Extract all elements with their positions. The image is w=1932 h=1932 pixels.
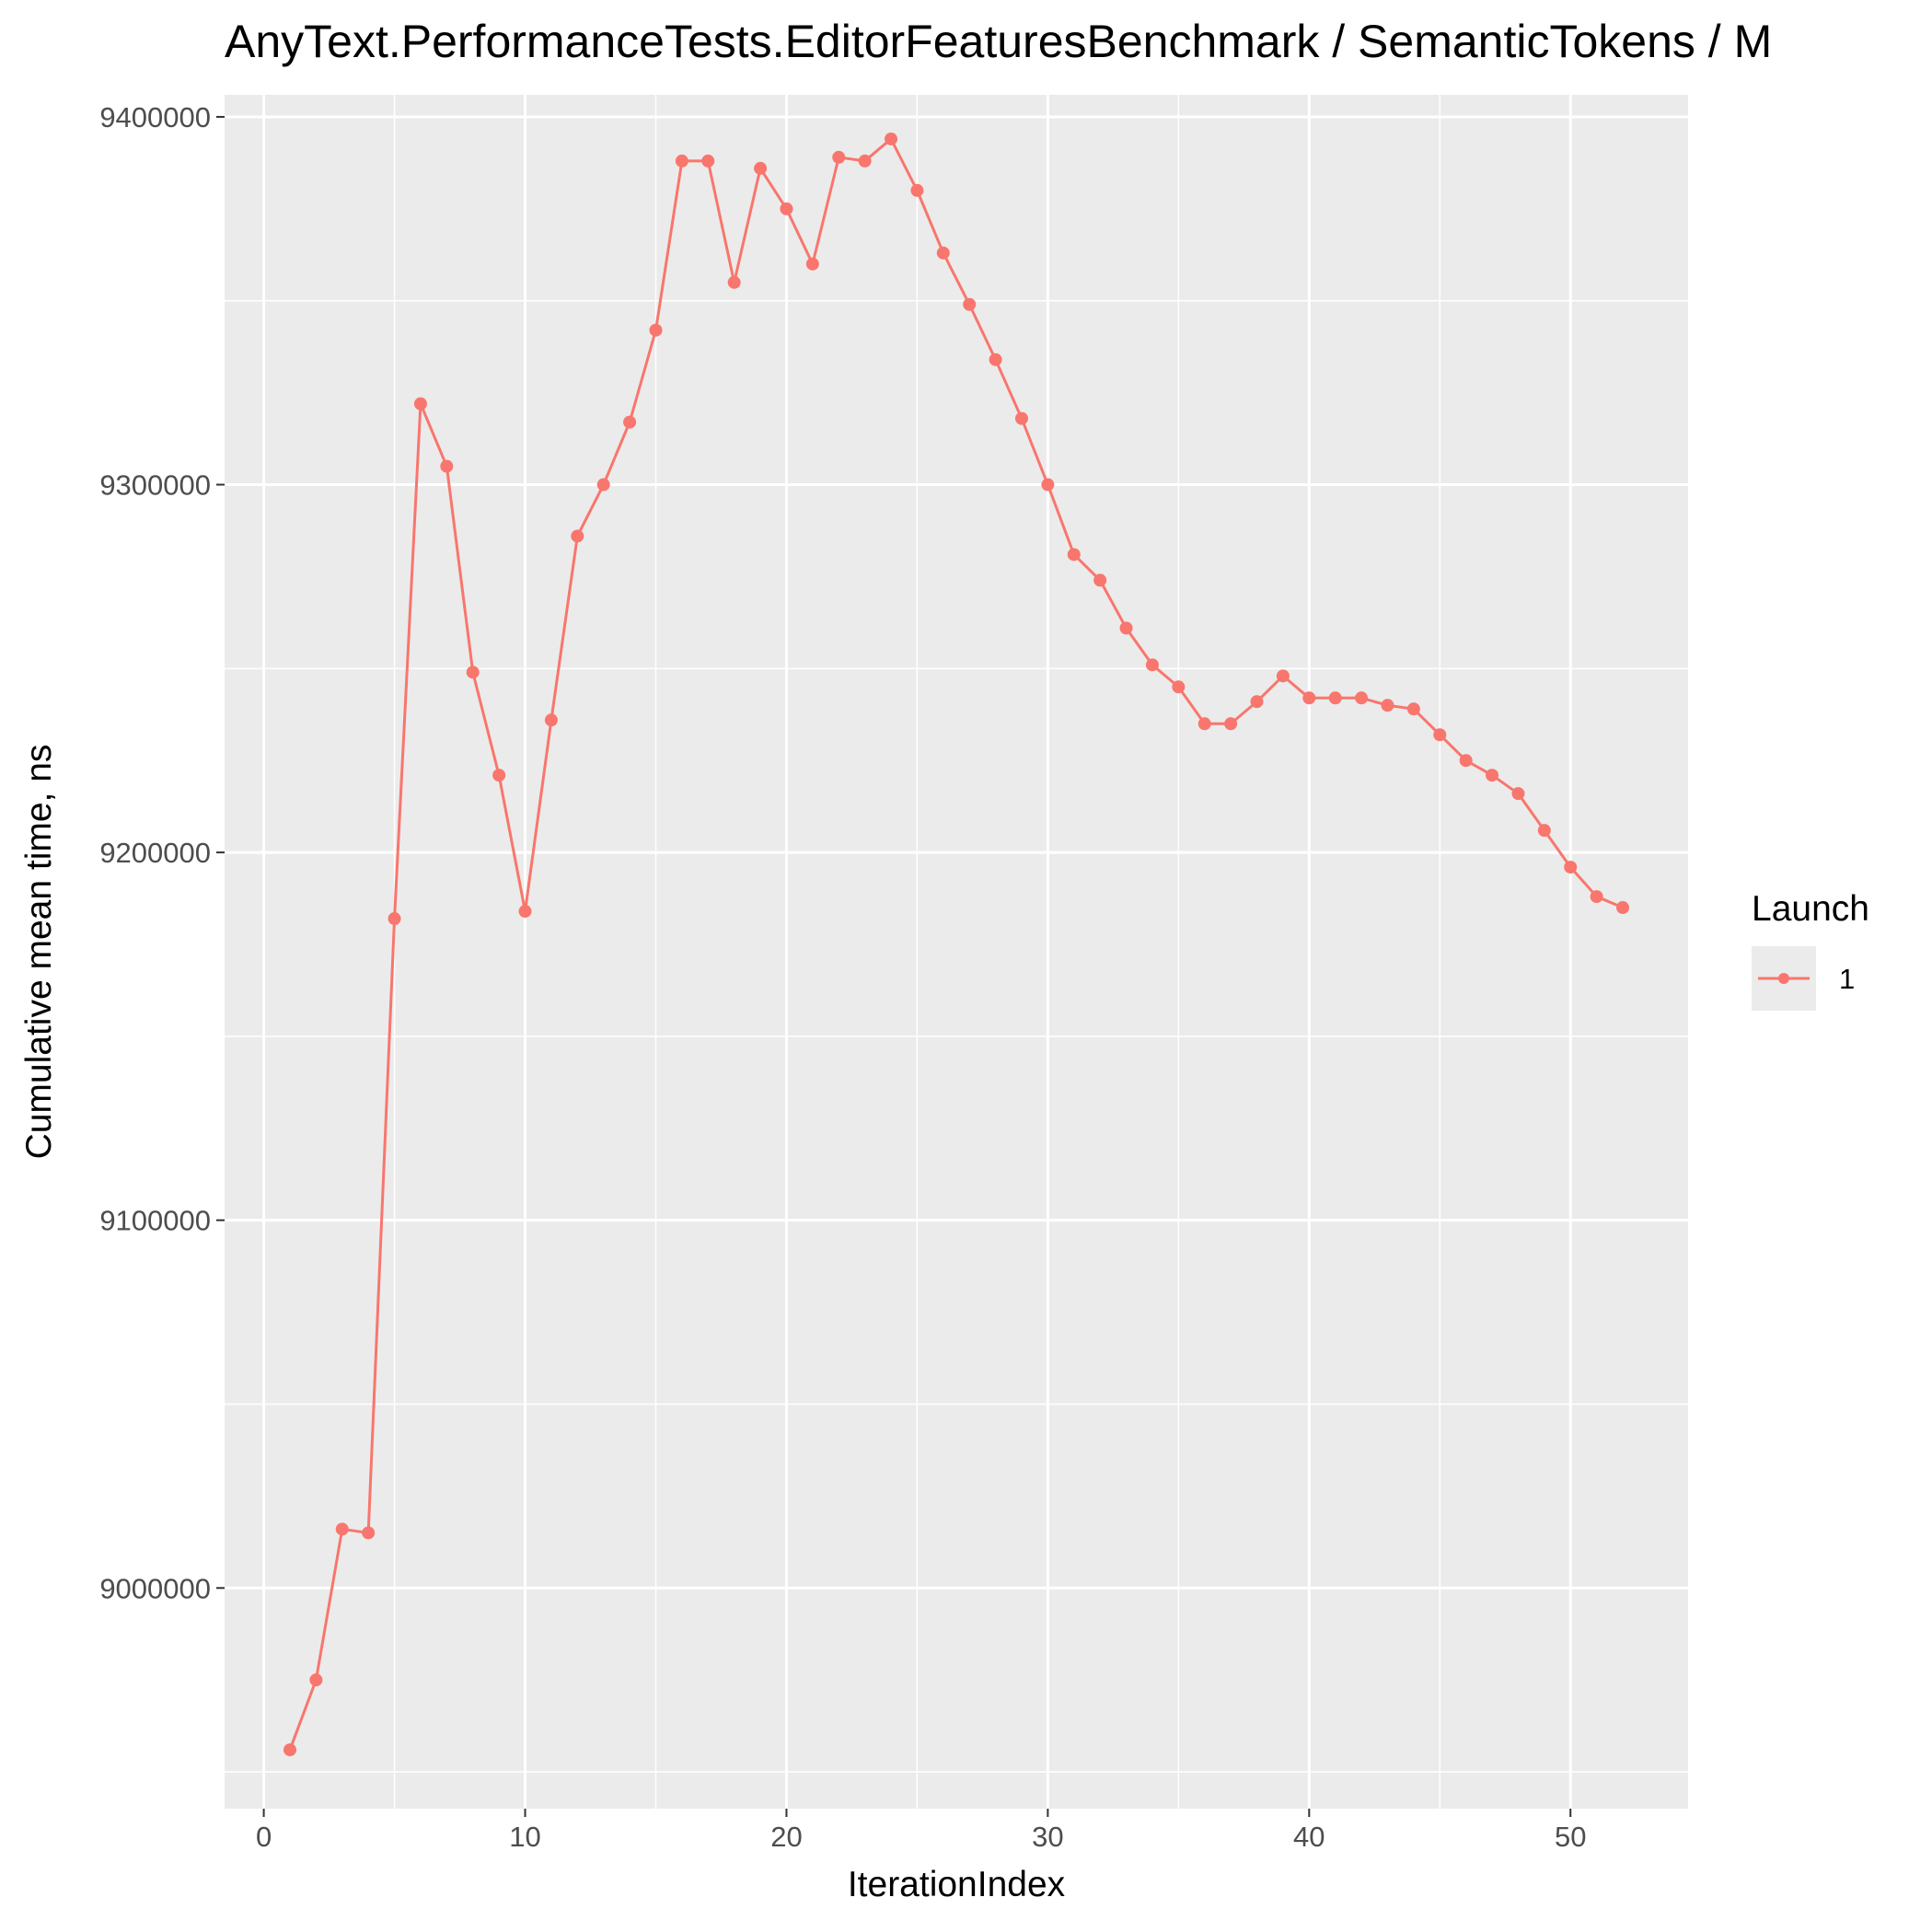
- data-point: [1511, 787, 1525, 801]
- legend-key-point: [1778, 973, 1789, 984]
- data-point: [1355, 691, 1369, 705]
- y-tick-label: 9400000: [99, 101, 211, 133]
- grid-minor: [225, 95, 1688, 1809]
- data-point: [309, 1673, 323, 1687]
- data-point: [623, 415, 637, 429]
- data-point: [910, 183, 924, 197]
- data-point: [1224, 717, 1238, 731]
- data-point: [832, 150, 846, 164]
- data-point: [701, 154, 715, 168]
- data-point: [858, 154, 872, 168]
- x-axis: 0 10 20 30 40 50: [256, 1809, 1586, 1853]
- data-point: [1145, 658, 1159, 672]
- data-point: [466, 665, 480, 679]
- data-point: [413, 397, 427, 411]
- series-line: [288, 137, 1624, 1751]
- data-point: [1537, 824, 1551, 838]
- data-point: [1119, 621, 1133, 635]
- data-point: [727, 275, 741, 289]
- data-point: [936, 246, 950, 260]
- x-tick-label: 20: [770, 1821, 802, 1853]
- x-axis-title: IterationIndex: [848, 1865, 1066, 1904]
- x-tick-label: 30: [1032, 1821, 1063, 1853]
- data-point: [1093, 573, 1107, 587]
- chart-title: AnyText.PerformanceTests.EditorFeaturesB…: [225, 16, 1772, 67]
- data-point: [388, 912, 401, 926]
- legend-title: Launch: [1752, 889, 1869, 929]
- y-tick-label: 9200000: [99, 837, 211, 869]
- y-tick-label: 9000000: [99, 1572, 211, 1604]
- data-point: [440, 459, 454, 473]
- data-point: [885, 132, 898, 145]
- data-point: [571, 529, 584, 543]
- data-point: [805, 257, 819, 271]
- grid-major: [225, 95, 1688, 1809]
- y-tick-label: 9300000: [99, 469, 211, 502]
- data-point: [1041, 478, 1055, 492]
- data-point: [335, 1522, 349, 1536]
- y-axis: 9000000 9100000 9200000 9300000 9400000: [99, 101, 225, 1604]
- data-point: [1564, 861, 1578, 874]
- legend: Launch 1: [1752, 889, 1869, 1011]
- data-point: [1276, 669, 1290, 683]
- data-point: [1014, 411, 1028, 425]
- series-layer: [283, 132, 1630, 1757]
- data-point: [1616, 901, 1630, 915]
- data-point: [492, 769, 506, 782]
- data-point: [1067, 548, 1081, 561]
- data-point: [989, 353, 1002, 366]
- data-point: [780, 202, 793, 215]
- data-point: [1302, 691, 1316, 705]
- x-tick-label: 50: [1555, 1821, 1586, 1853]
- y-axis-title: Cumulative mean time, ns: [19, 745, 59, 1160]
- x-tick-label: 10: [509, 1821, 540, 1853]
- data-point: [1433, 728, 1447, 742]
- plot-panel: [225, 95, 1688, 1809]
- data-point: [1197, 717, 1211, 731]
- data-point: [362, 1526, 376, 1540]
- data-point: [1459, 754, 1473, 768]
- data-point: [649, 323, 663, 337]
- y-tick-label: 9100000: [99, 1205, 211, 1237]
- x-tick-label: 40: [1293, 1821, 1325, 1853]
- x-tick-label: 0: [256, 1821, 272, 1853]
- data-point: [963, 297, 977, 311]
- data-point: [1250, 695, 1264, 709]
- data-point: [754, 161, 768, 175]
- data-point: [1406, 702, 1420, 716]
- legend-label: 1: [1839, 963, 1855, 995]
- data-point: [518, 905, 532, 919]
- data-point: [675, 154, 688, 168]
- data-point: [1172, 680, 1186, 694]
- data-point: [544, 713, 558, 727]
- data-point: [1486, 769, 1499, 782]
- data-point: [283, 1743, 296, 1757]
- data-point: [596, 478, 610, 492]
- data-point: [1590, 890, 1603, 904]
- data-point: [1381, 699, 1394, 712]
- data-point: [1328, 691, 1342, 705]
